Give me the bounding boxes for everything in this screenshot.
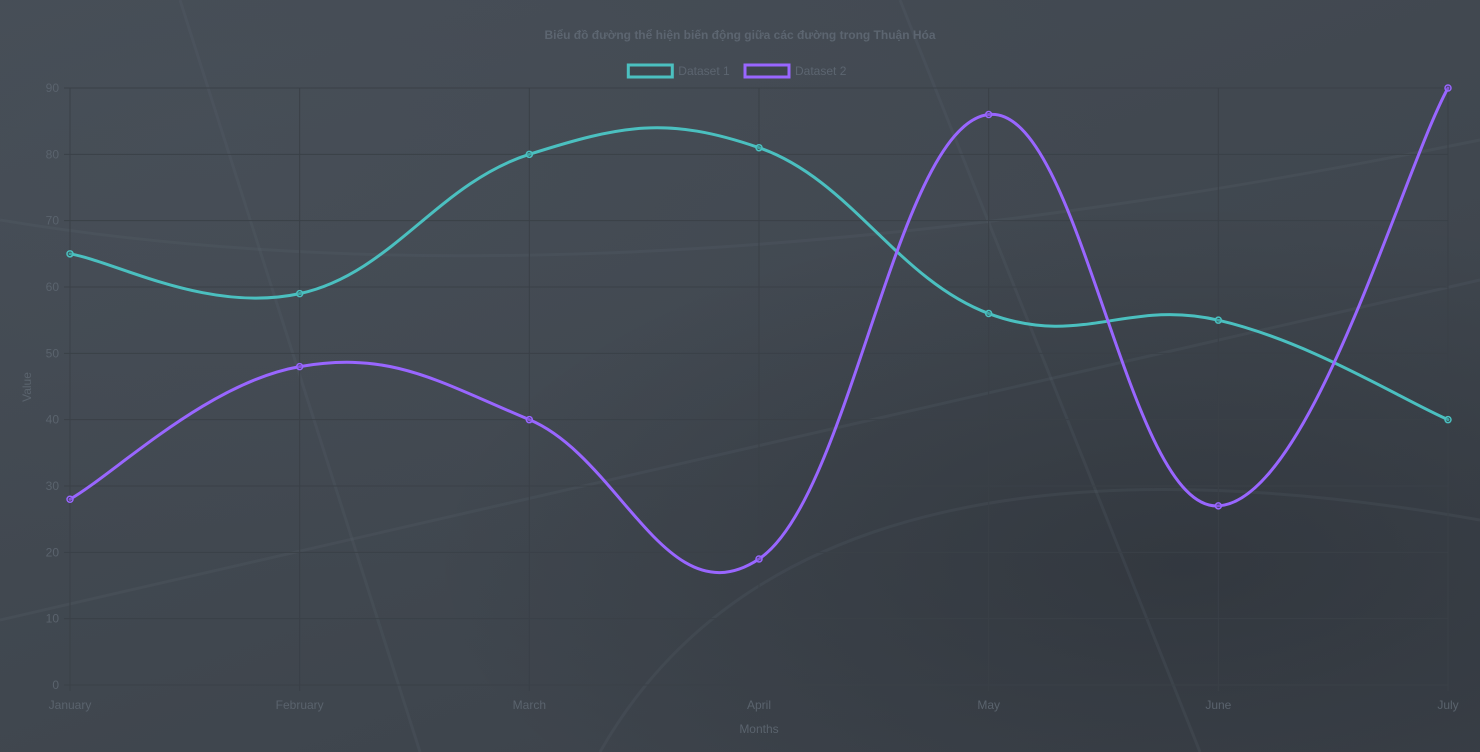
data-point[interactable]	[295, 289, 304, 298]
data-point[interactable]	[66, 250, 74, 258]
series-line	[68, 86, 1450, 575]
y-tick-label: 10	[46, 612, 60, 626]
legend-item[interactable]: Dataset 1	[626, 63, 730, 79]
data-point[interactable]	[1214, 316, 1223, 324]
x-axis-title: Months	[739, 722, 778, 736]
data-point[interactable]	[1444, 84, 1452, 92]
series-lines	[66, 84, 1452, 575]
series-2	[66, 84, 1452, 575]
y-tick-label: 80	[46, 147, 60, 161]
y-axis-title: Value	[20, 372, 34, 402]
series-line	[68, 126, 1450, 422]
x-tick-label: January	[49, 698, 92, 712]
x-tick-label: May	[977, 698, 1000, 712]
data-point[interactable]	[755, 555, 763, 563]
y-tick-label: 20	[46, 545, 60, 559]
data-point[interactable]	[984, 110, 993, 119]
x-tick-label: June	[1205, 698, 1231, 712]
x-tick-label: March	[513, 698, 546, 712]
data-point[interactable]	[66, 495, 74, 504]
series-1	[66, 126, 1452, 424]
data-point[interactable]	[525, 150, 534, 159]
data-point[interactable]	[1444, 415, 1452, 424]
legend-label: Dataset 1	[678, 64, 730, 78]
y-tick-label: 90	[46, 81, 60, 95]
y-tick-label: 70	[46, 214, 60, 228]
data-point[interactable]	[1214, 502, 1223, 510]
data-point[interactable]	[295, 362, 304, 371]
y-tick-label: 60	[46, 280, 60, 294]
legend-item[interactable]: Dataset 2	[743, 63, 847, 79]
y-tick-label: 0	[52, 678, 59, 692]
chart-title: Biểu đồ đường thể hiện biến động giữa cá…	[544, 28, 935, 42]
y-axis-ticks: 0 10 20 30 40 50 60 70 80 90	[46, 81, 60, 692]
data-point[interactable]	[984, 309, 993, 318]
x-axis-ticks: January February March April May June July	[49, 698, 1459, 712]
y-tick-label: 30	[46, 479, 60, 493]
legend-swatch	[626, 63, 674, 79]
grid-lines	[64, 87, 1449, 691]
y-tick-label: 40	[46, 413, 60, 427]
data-point[interactable]	[525, 415, 534, 424]
data-point[interactable]	[755, 143, 763, 152]
y-tick-label: 50	[46, 346, 60, 360]
x-tick-label: April	[747, 698, 771, 712]
x-tick-label: July	[1437, 698, 1458, 712]
legend[interactable]: Dataset 1 Dataset 2	[626, 63, 847, 79]
legend-swatch	[743, 63, 791, 79]
x-tick-label: February	[276, 698, 324, 712]
legend-label: Dataset 2	[795, 64, 847, 78]
